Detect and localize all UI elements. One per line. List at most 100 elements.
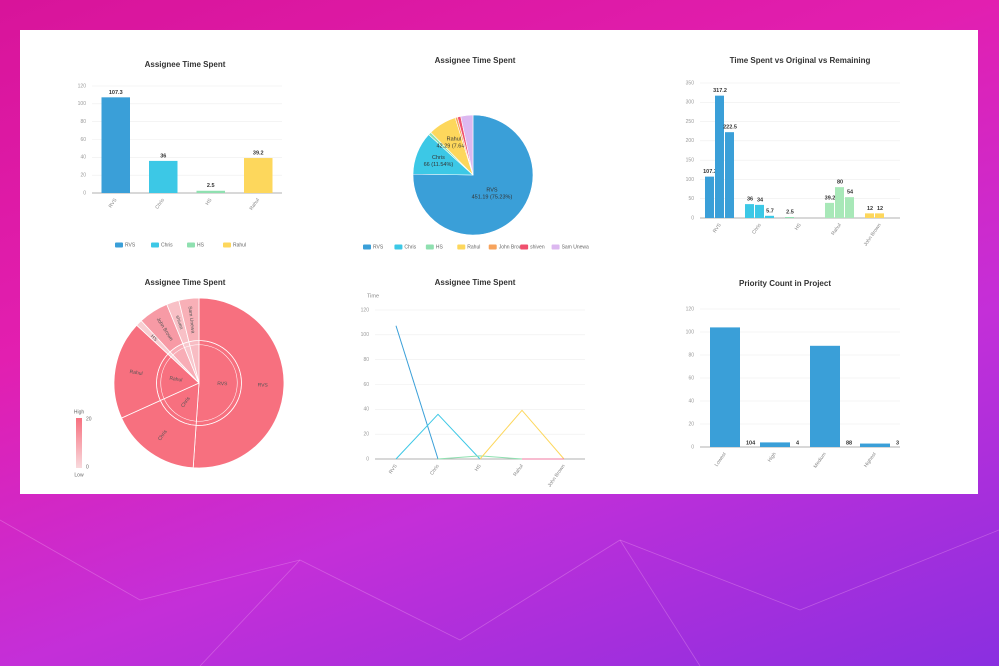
bar — [705, 176, 714, 218]
slice-name: Rahul — [447, 137, 461, 143]
value-label: 317.2 — [713, 88, 727, 94]
legend-swatch — [520, 244, 529, 250]
value-label: 80 — [837, 180, 843, 186]
legend-swatch — [223, 242, 231, 248]
value-label: 2.5 — [786, 209, 794, 215]
y-axis-name: Time — [367, 293, 379, 299]
legend-swatch — [425, 244, 434, 250]
x-tick-label: HS — [474, 463, 483, 473]
x-tick-label: RVS — [712, 222, 723, 234]
y-tick-label: 0 — [366, 456, 369, 462]
visual-map-bar — [76, 418, 82, 468]
value-label: 54 — [847, 190, 854, 196]
y-tick-label: 40 — [363, 407, 369, 413]
value-label: 2.5 — [207, 183, 215, 189]
bar — [785, 217, 794, 218]
y-tick-label: 100 — [78, 101, 87, 107]
bar — [244, 158, 273, 193]
y-tick-label: 0 — [83, 190, 86, 196]
chart-title: Time Spent vs Original vs Remaining — [730, 56, 871, 65]
y-tick-label: 300 — [686, 100, 695, 106]
chart-title: Assignee Time Spent — [435, 56, 516, 65]
bar — [755, 204, 764, 218]
legend-swatch — [187, 242, 195, 248]
bar — [745, 204, 754, 218]
x-tick-label: High — [767, 451, 778, 463]
line — [479, 409, 565, 460]
outer-label: HS — [149, 334, 159, 344]
bar — [101, 97, 130, 193]
bar — [149, 160, 178, 193]
legend-label: RVS — [373, 244, 384, 250]
inner-ring — [160, 344, 238, 422]
y-tick-label: 100 — [361, 332, 370, 338]
visual-map-min: 0 — [86, 464, 89, 470]
y-tick-label: 120 — [686, 306, 695, 312]
x-tick-label: RVS — [108, 197, 119, 209]
y-tick-label: 350 — [686, 80, 695, 86]
slice-label: 42.29 (7.64%) — [437, 144, 472, 150]
legend-label: John Brown — [499, 244, 526, 250]
x-tick-label: RVS — [388, 463, 399, 475]
y-tick-label: 150 — [686, 157, 695, 163]
bar — [765, 215, 774, 218]
y-tick-label: 120 — [361, 307, 370, 313]
legend-label: Chris — [161, 242, 173, 248]
y-tick-label: 40 — [80, 155, 86, 161]
inner-label: RVS — [217, 381, 228, 387]
y-tick-label: 80 — [688, 352, 694, 358]
y-tick-label: 80 — [80, 119, 86, 125]
y-tick-label: 100 — [686, 177, 695, 183]
legend-label: shiven — [530, 244, 545, 250]
slice-label: 451.19 (75.23%) — [472, 195, 513, 201]
y-tick-label: 250 — [686, 119, 695, 125]
line — [395, 325, 439, 460]
legend-label: Rahul — [233, 242, 246, 248]
bar — [860, 443, 890, 447]
y-tick-label: 20 — [80, 172, 86, 178]
bar — [865, 213, 874, 218]
pie-slice — [412, 114, 534, 236]
value-label: 3 — [896, 440, 899, 446]
value-label: 12 — [867, 206, 873, 212]
value-label: 12 — [877, 206, 883, 212]
value-label: 4 — [796, 440, 800, 446]
outer-label: shiven — [174, 315, 184, 331]
visual-map-low: Low — [74, 472, 84, 478]
value-label: 104 — [746, 440, 756, 446]
y-tick-label: 80 — [363, 357, 369, 363]
bar — [715, 95, 724, 218]
visual-map-max: 20 — [86, 416, 92, 422]
legend-label: Rahul — [467, 244, 480, 250]
background-network — [0, 519, 999, 666]
value-label: 222.5 — [723, 125, 737, 131]
bar — [875, 213, 884, 218]
value-label: 39.2 — [253, 150, 264, 156]
pie-slice — [460, 114, 474, 176]
x-tick-label: Chris — [154, 197, 166, 210]
y-tick-label: 200 — [686, 138, 695, 144]
value-label: 34 — [757, 197, 764, 203]
bar — [845, 197, 854, 218]
visual-map-high: High — [74, 409, 85, 415]
slice-name: Chris — [432, 155, 445, 161]
value-label: 107.3 — [703, 169, 717, 175]
bar — [725, 132, 734, 218]
x-tick-label: HS — [794, 222, 803, 232]
outer-label: Rahul — [129, 369, 143, 377]
value-label: 88 — [846, 440, 852, 446]
x-tick-label: Chris — [429, 463, 441, 476]
y-tick-label: 0 — [691, 215, 694, 221]
value-label: 39.2 — [825, 195, 836, 201]
slice-label: 66 (11.54%) — [424, 162, 454, 168]
y-tick-label: 20 — [363, 431, 369, 437]
chart-title: Assignee Time Spent — [145, 60, 226, 69]
line — [437, 455, 523, 460]
legend-label: Sam Unewa — [562, 244, 589, 250]
chart-title: Assignee Time Spent — [145, 278, 226, 287]
x-tick-label: HS — [205, 197, 214, 207]
chart-title: Priority Count in Project — [739, 279, 831, 288]
legend-swatch — [457, 244, 466, 250]
